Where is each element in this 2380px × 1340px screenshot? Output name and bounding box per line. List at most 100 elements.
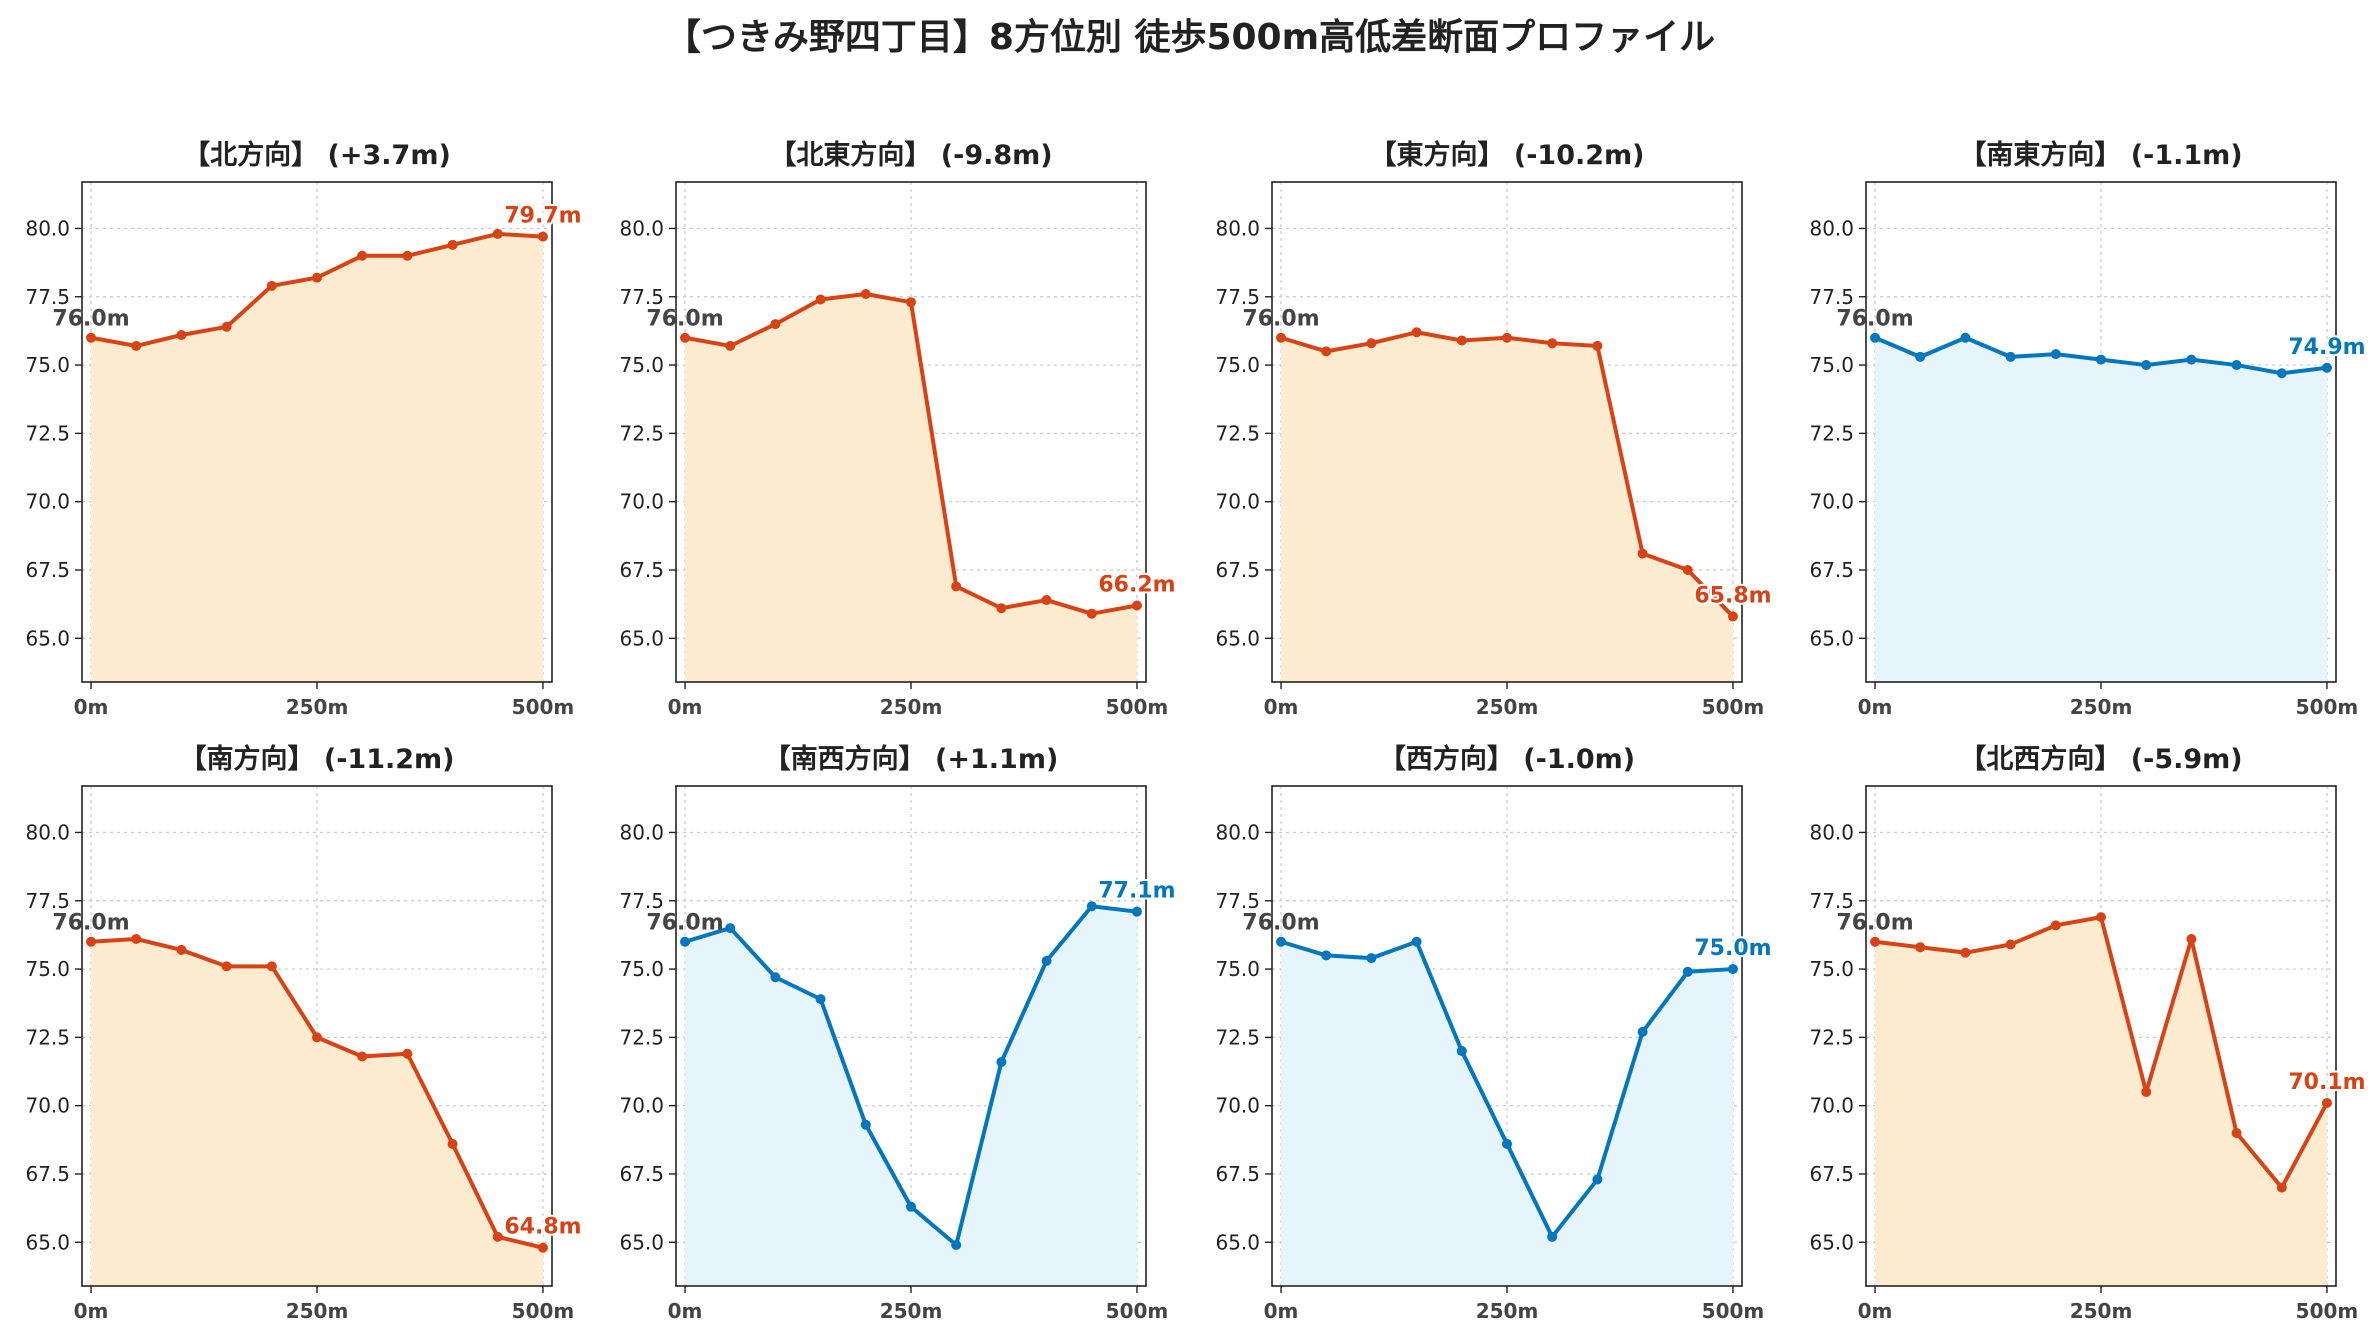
y-tick-label: 70.0	[619, 1094, 664, 1118]
x-tick-label: 0m	[668, 1299, 703, 1323]
data-point	[951, 1240, 962, 1251]
data-point	[1086, 901, 1097, 912]
data-point	[1131, 906, 1142, 917]
y-tick-label: 65.0	[1215, 1230, 1260, 1254]
x-tick-label: 250m	[286, 1299, 349, 1323]
chart-panel: 【南東方向】 (-1.1m) 65.0 67.5 70.0 72.5 75.0 77.5 80…	[1809, 139, 2367, 719]
data-point	[2005, 351, 2016, 362]
data-point	[357, 250, 368, 261]
data-point	[815, 294, 826, 305]
y-tick-label: 77.5	[619, 285, 664, 309]
data-point	[86, 936, 97, 947]
data-point	[1870, 332, 1881, 343]
panel-title: 【南方向】 (-11.2m)	[179, 743, 454, 775]
y-tick-label: 67.5	[1215, 1162, 1260, 1186]
data-point	[2141, 360, 2152, 371]
data-point	[86, 332, 97, 343]
y-tick-label: 72.5	[25, 1025, 70, 1049]
data-point	[402, 250, 413, 261]
y-tick-label: 80.0	[619, 216, 664, 240]
chart-panel: 【北方向】 (+3.7m) 65.0 67.5 70.0 72.5 75.0 77.5 80.…	[25, 139, 583, 719]
y-tick-label: 80.0	[1809, 216, 1854, 240]
y-tick-label: 65.0	[25, 1230, 70, 1254]
y-tick-label: 80.0	[25, 820, 70, 844]
data-point	[2186, 354, 2197, 365]
end-label: 65.8m	[1694, 583, 1771, 608]
area-fill	[1875, 917, 2327, 1286]
x-tick-label: 0m	[1858, 1299, 1893, 1323]
panel-title: 【北西方向】 (-5.9m)	[1959, 743, 2242, 775]
data-point	[951, 581, 962, 592]
data-point	[1915, 942, 1926, 953]
x-tick-label: 500m	[2296, 695, 2359, 719]
x-tick-label: 0m	[74, 695, 109, 719]
y-tick-label: 67.5	[619, 558, 664, 582]
x-tick-label: 250m	[1476, 1299, 1539, 1323]
data-point	[1041, 955, 1052, 966]
y-tick-label: 77.5	[25, 285, 70, 309]
data-point	[770, 972, 781, 983]
data-point	[1321, 346, 1332, 357]
y-tick-label: 72.5	[1809, 1025, 1854, 1049]
y-tick-label: 65.0	[1809, 626, 1854, 650]
data-point	[1915, 351, 1926, 362]
y-tick-label: 70.0	[1215, 490, 1260, 514]
data-point	[725, 923, 736, 934]
y-tick-label: 77.5	[1215, 285, 1260, 309]
data-point	[1366, 953, 1377, 964]
x-tick-label: 500m	[1106, 695, 1169, 719]
data-point	[2141, 1087, 2152, 1098]
y-tick-label: 80.0	[1809, 820, 1854, 844]
data-point	[1502, 332, 1512, 343]
data-point	[996, 1056, 1007, 1067]
data-point	[402, 1048, 413, 1059]
data-point	[447, 1138, 458, 1149]
data-point	[1592, 340, 1603, 351]
chart-panel: 【東方向】 (-10.2m) 65.0 67.5 70.0 72.5 75.0 77.5 80…	[1215, 139, 1773, 719]
y-tick-label: 70.0	[619, 490, 664, 514]
data-point	[131, 340, 142, 351]
y-tick-label: 80.0	[1215, 820, 1260, 844]
y-tick-label: 65.0	[619, 626, 664, 650]
y-tick-label: 72.5	[619, 421, 664, 445]
y-tick-label: 77.5	[1215, 889, 1260, 913]
data-point	[2231, 360, 2242, 371]
x-tick-label: 250m	[880, 1299, 943, 1323]
panel-title: 【東方向】 (-10.2m)	[1369, 139, 1644, 171]
y-tick-label: 65.0	[619, 1230, 664, 1254]
data-point	[1637, 1026, 1648, 1037]
data-point	[1456, 1046, 1467, 1057]
panel-title: 【南西方向】 (+1.1m)	[764, 743, 1059, 775]
data-point	[1592, 1174, 1603, 1185]
data-point	[1637, 548, 1648, 559]
data-point	[1131, 600, 1142, 611]
end-label: 75.0m	[1694, 936, 1771, 961]
y-tick-label: 80.0	[619, 820, 664, 844]
data-point	[2096, 354, 2106, 365]
area-fill	[685, 906, 1137, 1286]
data-point	[906, 297, 916, 308]
area-fill	[91, 939, 543, 1286]
data-point	[1411, 936, 1422, 947]
data-point	[680, 332, 691, 343]
end-label: 66.2m	[1098, 572, 1175, 597]
data-point	[2276, 1182, 2287, 1193]
panel-title: 【北方向】 (+3.7m)	[183, 139, 451, 171]
data-point	[1960, 332, 1971, 343]
data-point	[1366, 338, 1377, 349]
y-tick-label: 70.0	[1215, 1094, 1260, 1118]
y-tick-label: 75.0	[1809, 957, 1854, 981]
y-tick-label: 67.5	[619, 1162, 664, 1186]
y-tick-label: 67.5	[1809, 558, 1854, 582]
x-tick-label: 250m	[286, 695, 349, 719]
data-point	[537, 1242, 548, 1253]
data-point	[1041, 595, 1052, 606]
area-fill	[685, 294, 1137, 682]
y-tick-label: 80.0	[25, 216, 70, 240]
data-point	[266, 280, 277, 291]
chart-panel: 【南方向】 (-11.2m) 65.0 67.5 70.0 72.5 75.0 77.5 80…	[25, 743, 583, 1323]
y-tick-label: 70.0	[1809, 490, 1854, 514]
data-point	[860, 1119, 871, 1130]
y-tick-label: 75.0	[619, 957, 664, 981]
data-point	[1870, 936, 1881, 947]
